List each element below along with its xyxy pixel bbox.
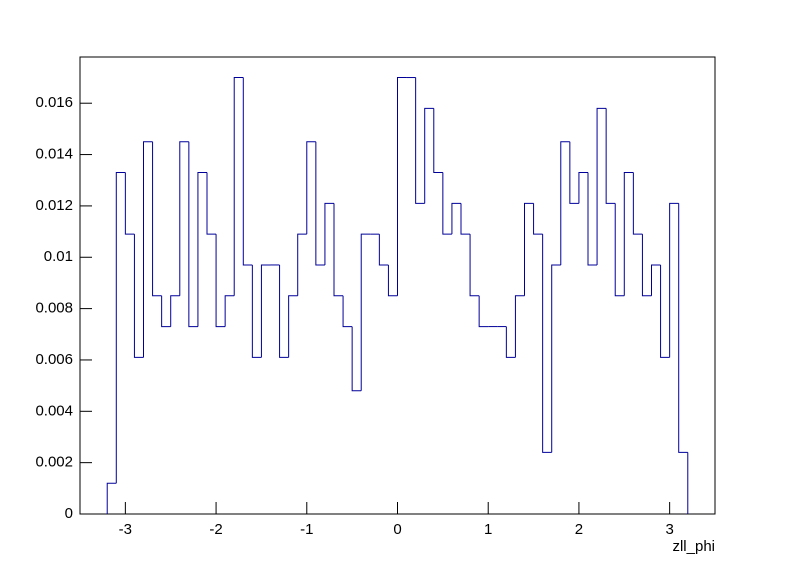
- histogram-bin: [632, 172, 643, 235]
- histogram-bin: [251, 264, 262, 358]
- histogram-bin: [596, 107, 607, 265]
- histogram-bin: [106, 482, 117, 514]
- histogram-bin: [460, 203, 471, 235]
- histogram-bin: [387, 264, 398, 297]
- histogram-bin: [124, 172, 135, 235]
- histogram-bin: [669, 202, 679, 358]
- histogram-bin: [451, 202, 461, 235]
- histogram-bin: [678, 203, 688, 453]
- histogram-bin: [197, 172, 207, 327]
- y-tick-label: 0.002: [35, 454, 73, 471]
- histogram-bin: [224, 295, 235, 327]
- histogram-bin: [133, 234, 144, 358]
- histogram-bin: [397, 77, 407, 296]
- histogram-bin: [242, 77, 253, 266]
- histogram-bin: [551, 264, 561, 453]
- y-tick-label: 0.004: [35, 402, 73, 419]
- x-tick-label: -3: [119, 521, 132, 538]
- histogram-bin: [569, 141, 579, 204]
- histogram-bin: [288, 295, 298, 358]
- histogram-bin: [279, 264, 289, 358]
- histogram-bin: [351, 326, 362, 392]
- histogram-bin: [143, 141, 153, 358]
- histogram-bin: [297, 233, 307, 296]
- y-tick-label: 0: [65, 505, 73, 522]
- histogram-bin: [306, 141, 316, 235]
- histogram-bin: [333, 203, 344, 297]
- histogram-bin: [605, 108, 616, 204]
- histogram-bin: [315, 141, 325, 266]
- x-tick-label: 1: [484, 521, 492, 538]
- histogram-bin: [170, 295, 180, 327]
- histogram-bin: [478, 295, 489, 328]
- histogram-bin: [206, 172, 217, 235]
- histogram-bin: [378, 234, 389, 266]
- histogram-bin: [623, 172, 634, 296]
- x-tick-label: -1: [300, 521, 313, 538]
- histogram-bin: [424, 107, 434, 204]
- histogram-bin: [641, 234, 652, 297]
- histogram-bin: [614, 203, 625, 297]
- y-tick-label: 0.008: [35, 300, 73, 317]
- y-tick-label: 0.006: [35, 351, 73, 368]
- histogram-bin: [342, 295, 353, 328]
- histogram-bin: [433, 108, 443, 174]
- histogram-bin: [215, 234, 226, 328]
- histogram-bin: [233, 77, 244, 296]
- x-tick-label: 3: [665, 521, 673, 538]
- histogram-bin: [260, 264, 271, 358]
- histogram-bin: [161, 295, 171, 328]
- histogram-bin: [188, 141, 198, 328]
- histogram-bin: [542, 234, 552, 453]
- histogram-bin: [360, 233, 371, 391]
- histogram-bin: [578, 172, 588, 204]
- histogram-bin: [152, 141, 162, 297]
- histogram-bin: [587, 172, 598, 266]
- x-tick-label: 2: [575, 521, 583, 538]
- histogram-bin: [115, 172, 126, 484]
- histogram-bin: [415, 77, 425, 204]
- histogram-bin: [660, 264, 670, 358]
- histogram-bin: [179, 141, 189, 296]
- y-tick-label: 0.01: [44, 248, 73, 265]
- histogram-bin: [560, 141, 570, 265]
- histogram-bin: [442, 172, 452, 235]
- x-axis-label: zll_phi: [672, 538, 715, 555]
- histogram-bin: [505, 326, 516, 358]
- histogram-bin: [651, 264, 661, 296]
- histogram-bin: [524, 202, 534, 296]
- x-tick-label: 0: [393, 521, 401, 538]
- y-tick-label: 0.012: [35, 197, 73, 214]
- x-tick-label: -2: [209, 521, 222, 538]
- histogram-bin: [469, 234, 480, 297]
- histogram-bin: [324, 202, 334, 265]
- histogram-bin: [514, 295, 525, 358]
- y-tick-label: 0.016: [35, 94, 73, 111]
- histogram-bin: [533, 203, 543, 235]
- y-tick-label: 0.014: [35, 146, 73, 163]
